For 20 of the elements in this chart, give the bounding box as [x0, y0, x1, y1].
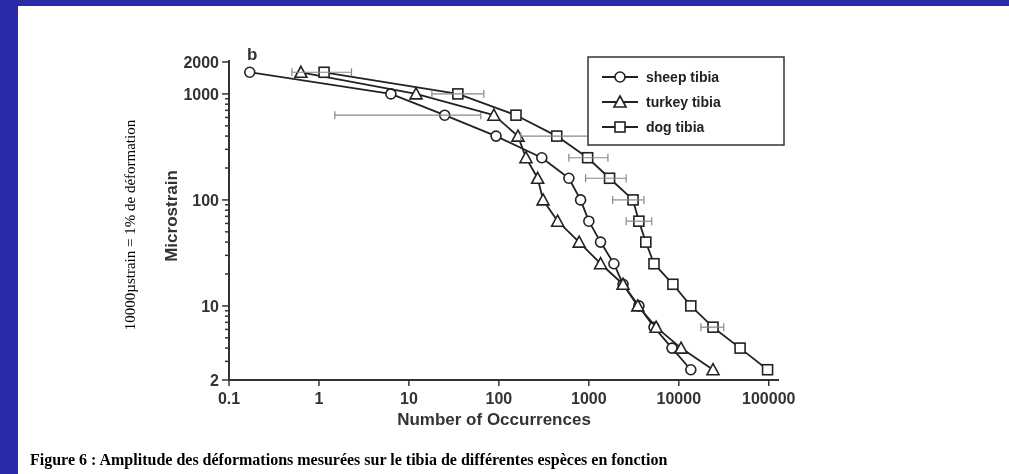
y-tick-label: 2000 [183, 54, 220, 71]
x-tick-label: 1000 [571, 390, 607, 407]
y-tick-label: 1000 [183, 85, 220, 103]
y-tick-label: 10 [201, 297, 220, 315]
x-tick-label: 10000 [656, 390, 702, 407]
legend-label: sheep tibia [646, 69, 720, 85]
x-tick-label: 10 [400, 390, 418, 407]
x-axis-title: Number of Occurrences [397, 410, 591, 429]
x-tick-label: 100 [485, 390, 513, 407]
x-tick-label: 100000 [742, 390, 796, 407]
text: 10000µstrain = 1% de déformation [122, 119, 138, 331]
y-axis-title: Microstrain [162, 170, 181, 262]
caption: Figure 6 : Amplitude des déformations mesurées sur le tibia de différentes espèces en fonction [30, 451, 668, 469]
legend-label: turkey tibia [646, 94, 721, 110]
x-tick-label: 1 [314, 390, 324, 407]
y-tick-label: 2 [210, 372, 220, 389]
legend-label: dog tibia [646, 119, 705, 135]
chart-title: b [247, 45, 258, 64]
x-tick-label: 0.1 [217, 390, 241, 407]
y-tick-label: 100 [192, 191, 220, 209]
